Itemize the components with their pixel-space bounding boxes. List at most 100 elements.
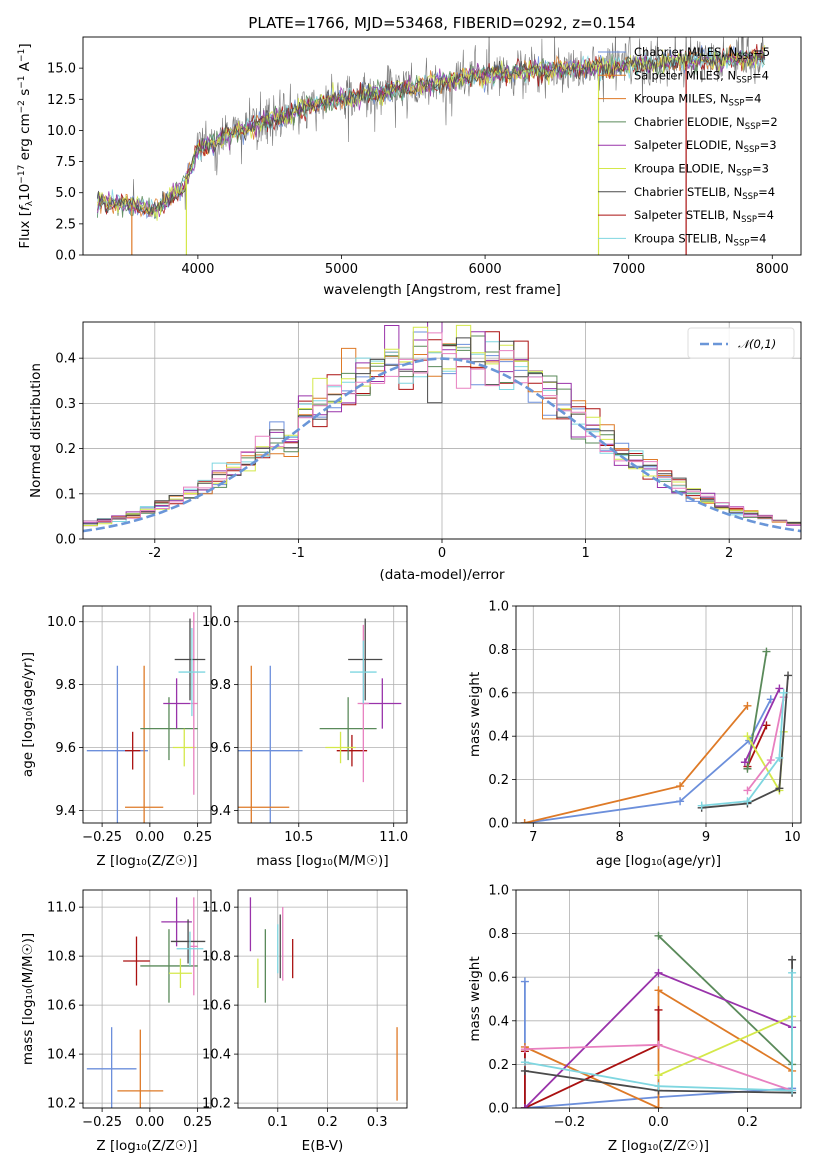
errorbar-point: [168, 958, 192, 988]
y-tick-label: 10.6: [202, 999, 231, 1014]
histogram-plot-area: [83, 322, 801, 539]
y-tick-label: 10.8: [47, 950, 76, 965]
x-tick-label: 6000: [469, 262, 502, 277]
y-tick-label: 0.4: [488, 1014, 509, 1029]
errorbar-point: [117, 1029, 164, 1108]
plot-area: [520, 931, 797, 1108]
normal-curve: [83, 357, 801, 533]
errorbar-point: [348, 618, 383, 701]
errorbar-point: [238, 665, 290, 823]
x-tick-label: 10.5: [284, 830, 313, 845]
weight-marker: [520, 977, 529, 986]
weight-series-line: [744, 688, 781, 763]
errorbar-point: [125, 665, 164, 823]
weight-series-line: [524, 698, 772, 823]
y-tick-label: 0.4: [488, 730, 509, 745]
errorbar-point: [174, 618, 206, 701]
plot-area: [86, 612, 206, 823]
weight-marker: [788, 1086, 797, 1095]
axes-frame: [82, 36, 802, 256]
weight-marker: [743, 701, 752, 710]
y-tick-label: 0.3: [55, 397, 76, 412]
y-tick-label: 15.0: [47, 62, 76, 77]
errorbar-point: [123, 936, 150, 986]
legend-entry: Salpeter STELIB, NSSP=4: [634, 208, 774, 225]
x-tick-label: 9: [702, 830, 710, 845]
axes-frame: [237, 605, 408, 824]
y-tick-label: 5.0: [55, 186, 76, 201]
axes-frame: [82, 605, 212, 824]
x-axis-label: age [log₁₀(age/yr)]: [596, 853, 721, 869]
x-axis-label: E(B-V): [302, 1138, 344, 1154]
x-axis-label: Z [log₁₀(Z/Z☉)]: [96, 853, 197, 869]
plot-area: [520, 647, 793, 823]
errorbar-point: [86, 1027, 137, 1108]
legend-entry: Kroupa STELIB, NSSP=4: [634, 231, 766, 248]
plot-area: [238, 618, 402, 823]
age-vs-Z-panel: −0.25 0.00 0.25 9.4 9.6 9.8 10.0 Z [log₁₀(Z/Z☉)…: [20, 605, 212, 869]
x-tick-label: 0.2: [737, 1115, 758, 1130]
x-axis-label: wavelength [Angstrom, rest frame]: [323, 282, 561, 298]
histogram-step: [83, 337, 801, 539]
y-axis-label: age [log₁₀(age/yr)]: [20, 652, 36, 777]
y-tick-label: 10.0: [47, 615, 76, 630]
model-spectrum: [97, 42, 766, 216]
x-tick-label: 11.0: [379, 830, 408, 845]
legend-entry: Salpeter ELODIE, NSSP=3: [634, 138, 777, 155]
y-tick-label: 0.2: [488, 1058, 509, 1073]
weight-marker: [654, 986, 663, 995]
x-tick-label: 8: [615, 830, 623, 845]
x-tick-label: -1: [292, 546, 305, 561]
x-tick-label: 8000: [756, 262, 789, 277]
weight-marker: [654, 1071, 663, 1080]
legend-entry: 𝒩(0,1): [738, 337, 776, 351]
x-tick-label: 7000: [612, 262, 645, 277]
spectrum-panel: 4000 5000 6000 7000 8000 0.0 2.5 5.0 7.5 10.0 12.5…: [17, 14, 802, 298]
weight-marker: [676, 797, 685, 806]
x-axis-label: Z [log₁₀(Z/Z☉)]: [608, 1138, 709, 1154]
errorbar-point: [350, 640, 377, 704]
errorbar-point: [336, 734, 368, 767]
y-tick-label: 7.5: [55, 155, 76, 170]
weight-series-line: [746, 725, 768, 767]
legend: Chabrier MILES, NSSP=5 Salpeter MILES, NS…: [598, 45, 778, 248]
y-tick-label: 0.0: [488, 1102, 509, 1117]
errorbar-point: [189, 897, 198, 996]
errorbar-point: [189, 612, 198, 795]
weight-series-line: [524, 988, 793, 1108]
legend-box: [687, 327, 795, 359]
x-tick-label: 2: [725, 546, 733, 561]
y-tick-label: 0.2: [55, 442, 76, 457]
x-tick-label: 0.00: [135, 830, 164, 845]
errorbar-point: [161, 897, 192, 947]
weight-marker: [788, 968, 797, 977]
weight-marker: [743, 797, 752, 806]
y-tick-label: 1.0: [488, 600, 509, 615]
y-tick-label: 1.0: [488, 884, 509, 899]
model-spectrum: [97, 49, 766, 217]
x-axis-label: Z [log₁₀(Z/Z☉)]: [96, 1138, 197, 1154]
legend-entry: Kroupa MILES, NSSP=4: [634, 92, 761, 109]
y-tick-label: 2.5: [55, 217, 76, 232]
x-tick-label: −0.2: [554, 1115, 586, 1130]
weight-marker: [654, 1005, 663, 1014]
legend: 𝒩(0,1): [687, 327, 795, 359]
axes-frame: [515, 889, 802, 1109]
x-axis-label: mass [log₁₀(M/M☉)]: [256, 853, 388, 869]
errorbar-point: [325, 731, 356, 764]
axes-frame: [515, 605, 802, 824]
y-tick-label: 10.4: [202, 1048, 231, 1063]
y-axis-label: Normed distribution: [28, 363, 44, 498]
weight-marker: [762, 721, 771, 730]
y-tick-label: 10.6: [47, 999, 76, 1014]
x-tick-label: 0.0: [648, 1115, 669, 1130]
weight-marker: [654, 931, 663, 940]
y-axis-label: Flux [fλ10−17 erg cm−2 s−1 A−1]: [17, 43, 35, 248]
weight-marker: [520, 1058, 529, 1067]
y-tick-label: 10.4: [47, 1048, 76, 1063]
x-tick-label: 4000: [181, 262, 214, 277]
x-tick-label: 0.25: [183, 1115, 212, 1130]
y-tick-label: 0.1: [55, 487, 76, 502]
x-tick-label: −0.25: [82, 1115, 122, 1130]
